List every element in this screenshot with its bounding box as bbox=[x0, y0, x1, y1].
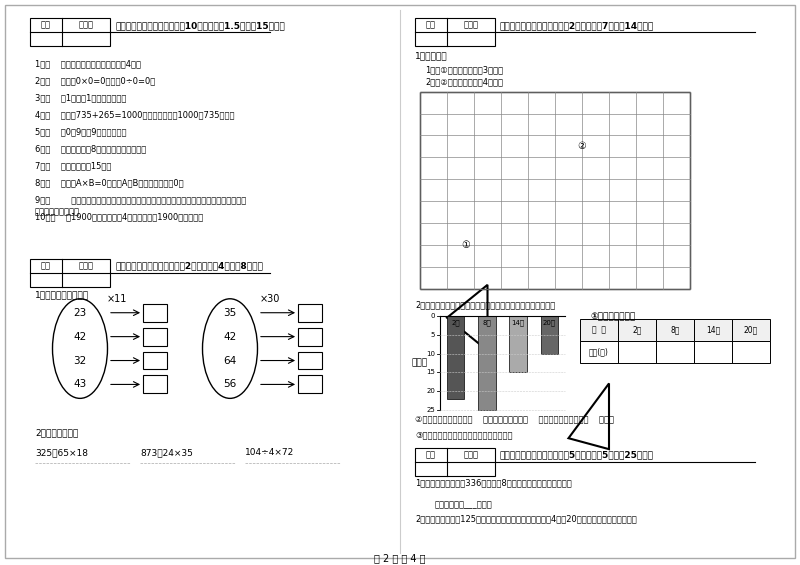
Bar bbox=[143, 304, 167, 321]
Bar bbox=[618, 319, 656, 341]
Bar bbox=[298, 304, 322, 321]
Text: 8．（    ）如果A×B=0，那么A和B中至少有一个是0。: 8．（ ）如果A×B=0，那么A和B中至少有一个是0。 bbox=[35, 179, 184, 187]
Text: 第 2 页 共 4 页: 第 2 页 共 4 页 bbox=[374, 553, 426, 563]
Text: 1．（    ）正方形的周长是它的边长的4倍。: 1．（ ）正方形的周长是它的边长的4倍。 bbox=[35, 60, 141, 69]
Text: 325＋65×18: 325＋65×18 bbox=[35, 448, 88, 457]
Text: 评卷人: 评卷人 bbox=[463, 451, 478, 460]
Text: 气温(度): 气温(度) bbox=[589, 347, 609, 356]
Text: 时  间: 时 间 bbox=[592, 325, 606, 334]
Text: 14时: 14时 bbox=[706, 325, 720, 334]
Text: 64: 64 bbox=[223, 355, 237, 366]
Bar bbox=[298, 328, 322, 346]
Text: ②: ② bbox=[578, 141, 586, 151]
Text: 三、仔细推敲，正确判断（共10小题，每题1.5分，共15分）。: 三、仔细推敲，正确判断（共10小题，每题1.5分，共15分）。 bbox=[115, 21, 285, 31]
Text: 1、画一画。: 1、画一画。 bbox=[415, 52, 448, 61]
Text: 五、认真思考，综合能力（共2小题，每题7分，共14分）。: 五、认真思考，综合能力（共2小题，每题7分，共14分）。 bbox=[500, 21, 654, 31]
Text: 25: 25 bbox=[426, 407, 435, 414]
Bar bbox=[694, 319, 732, 341]
Text: 10．（    ）1900年的年份数是4的倍数，所以1900年是闰年。: 10．（ ）1900年的年份数是4的倍数，所以1900年是闰年。 bbox=[35, 212, 203, 221]
Text: 1、一部儿童电视剧共336分钟，分8集播放，每集播放多长时间？: 1、一部儿童电视剧共336分钟，分8集播放，每集播放多长时间？ bbox=[415, 478, 572, 487]
Text: 0: 0 bbox=[430, 312, 435, 319]
Text: 5: 5 bbox=[430, 332, 435, 338]
Text: 答：每集播放___分钟。: 答：每集播放___分钟。 bbox=[435, 500, 493, 509]
Text: 2时: 2时 bbox=[632, 325, 642, 334]
Text: 2．把②号图形向左移动4个格。: 2．把②号图形向左移动4个格。 bbox=[425, 77, 503, 86]
Bar bbox=[143, 328, 167, 346]
Text: 15: 15 bbox=[426, 370, 435, 376]
Text: 2、下面是气温自测仪上记录的某天四个不同时间的气温情况：: 2、下面是气温自测仪上记录的某天四个不同时间的气温情况： bbox=[415, 301, 555, 310]
Text: 正方形的周长相等。: 正方形的周长相等。 bbox=[35, 207, 80, 216]
Text: 1、算一算，填一填。: 1、算一算，填一填。 bbox=[35, 291, 89, 300]
Text: （度）: （度） bbox=[412, 359, 428, 367]
Text: ①根据统计图填表: ①根据统计图填表 bbox=[590, 312, 635, 321]
Text: 六、活用知识，解决问题（共5小题，每题5分，共25分）。: 六、活用知识，解决问题（共5小题，每题5分，共25分）。 bbox=[500, 451, 654, 460]
Text: 3．（    ）1吨铁与1吨棉花一样重。: 3．（ ）1吨铁与1吨棉花一样重。 bbox=[35, 94, 126, 103]
Text: 2时: 2时 bbox=[451, 320, 460, 327]
Text: 2、递等式计算。: 2、递等式计算。 bbox=[35, 428, 78, 437]
Text: 得分: 得分 bbox=[426, 20, 436, 29]
Text: 42: 42 bbox=[74, 332, 86, 342]
Text: 873－24×35: 873－24×35 bbox=[140, 448, 193, 457]
Text: 43: 43 bbox=[74, 380, 86, 389]
Bar bbox=[478, 316, 495, 410]
Text: ③实际算一算，这天的平均气温是多少度？: ③实际算一算，这天的平均气温是多少度？ bbox=[415, 430, 513, 439]
Bar bbox=[580, 319, 618, 341]
Text: 4．（    ）根据735+265=1000，可以直接写出1000－735的差。: 4．（ ）根据735+265=1000，可以直接写出1000－735的差。 bbox=[35, 111, 234, 120]
Text: 2、一个果园里栽了125棵苹果树，桃树的棵数比苹果树的4倍少20棵，这个果园一共栽了多少: 2、一个果园里栽了125棵苹果树，桃树的棵数比苹果树的4倍少20棵，这个果园一共… bbox=[415, 514, 637, 523]
Bar bbox=[143, 376, 167, 393]
Bar bbox=[143, 351, 167, 370]
Bar bbox=[298, 351, 322, 370]
Ellipse shape bbox=[53, 299, 107, 398]
Text: ×11: ×11 bbox=[107, 294, 127, 304]
Text: 32: 32 bbox=[74, 355, 86, 366]
Bar bbox=[415, 448, 495, 476]
Text: 20时: 20时 bbox=[543, 320, 556, 327]
Bar bbox=[510, 316, 527, 372]
Text: 8时: 8时 bbox=[482, 320, 491, 327]
Text: 评卷人: 评卷人 bbox=[78, 20, 94, 29]
Text: ①: ① bbox=[462, 240, 470, 250]
Bar bbox=[30, 18, 110, 46]
Bar bbox=[415, 18, 495, 46]
Bar bbox=[656, 319, 694, 341]
Text: 9．（        ）用同一条铁丝先围成一个最大的正方形，再围成一个最大的长方形，长方形和: 9．（ ）用同一条铁丝先围成一个最大的正方形，再围成一个最大的长方形，长方形和 bbox=[35, 195, 246, 204]
Text: 5．（    ）0．9里有9个十分之一。: 5．（ ）0．9里有9个十分之一。 bbox=[35, 128, 126, 137]
Text: 104÷4×72: 104÷4×72 bbox=[245, 448, 294, 457]
Text: 得分: 得分 bbox=[41, 262, 51, 271]
Bar bbox=[30, 259, 110, 287]
Bar bbox=[580, 341, 618, 363]
Text: 评卷人: 评卷人 bbox=[463, 20, 478, 29]
Text: 评卷人: 评卷人 bbox=[78, 262, 94, 271]
Text: 得分: 得分 bbox=[426, 451, 436, 460]
Bar bbox=[541, 316, 558, 354]
Text: 14时: 14时 bbox=[511, 320, 525, 327]
Bar bbox=[618, 341, 656, 363]
Text: 23: 23 bbox=[74, 308, 86, 318]
Text: 得分: 得分 bbox=[41, 20, 51, 29]
Text: 42: 42 bbox=[223, 332, 237, 342]
Text: 四、看清题目，细心计算（共2小题，每题4分，共8分）。: 四、看清题目，细心计算（共2小题，每题4分，共8分）。 bbox=[115, 262, 263, 271]
Text: ②这一天的最高气温是（    ）度，最低气温是（    ）度，平均气温大约（    ）度。: ②这一天的最高气温是（ ）度，最低气温是（ ）度，平均气温大约（ ）度。 bbox=[415, 415, 614, 424]
Text: 8时: 8时 bbox=[670, 325, 680, 334]
Bar bbox=[656, 341, 694, 363]
Text: 56: 56 bbox=[223, 380, 237, 389]
Text: 7．（    ）李老师身高15米。: 7．（ ）李老师身高15米。 bbox=[35, 162, 111, 170]
Bar bbox=[694, 341, 732, 363]
Text: 6．（    ）一个两位乘8，积一定也是两为数。: 6．（ ）一个两位乘8，积一定也是两为数。 bbox=[35, 145, 146, 154]
Text: 10: 10 bbox=[426, 350, 435, 357]
Bar bbox=[298, 376, 322, 393]
Text: 1．把①号图形向右平移3个格。: 1．把①号图形向右平移3个格。 bbox=[425, 66, 503, 75]
Text: ×30: ×30 bbox=[260, 294, 280, 304]
Text: 20: 20 bbox=[426, 388, 435, 394]
Bar bbox=[732, 341, 770, 363]
Ellipse shape bbox=[202, 299, 258, 398]
Text: 2．（    ）因为0×0=0，所以0÷0=0。: 2．（ ）因为0×0=0，所以0÷0=0。 bbox=[35, 77, 155, 86]
Text: 35: 35 bbox=[223, 308, 237, 318]
Bar bbox=[447, 316, 464, 399]
Bar bbox=[732, 319, 770, 341]
Text: 20时: 20时 bbox=[744, 325, 758, 334]
Bar bbox=[420, 92, 690, 289]
